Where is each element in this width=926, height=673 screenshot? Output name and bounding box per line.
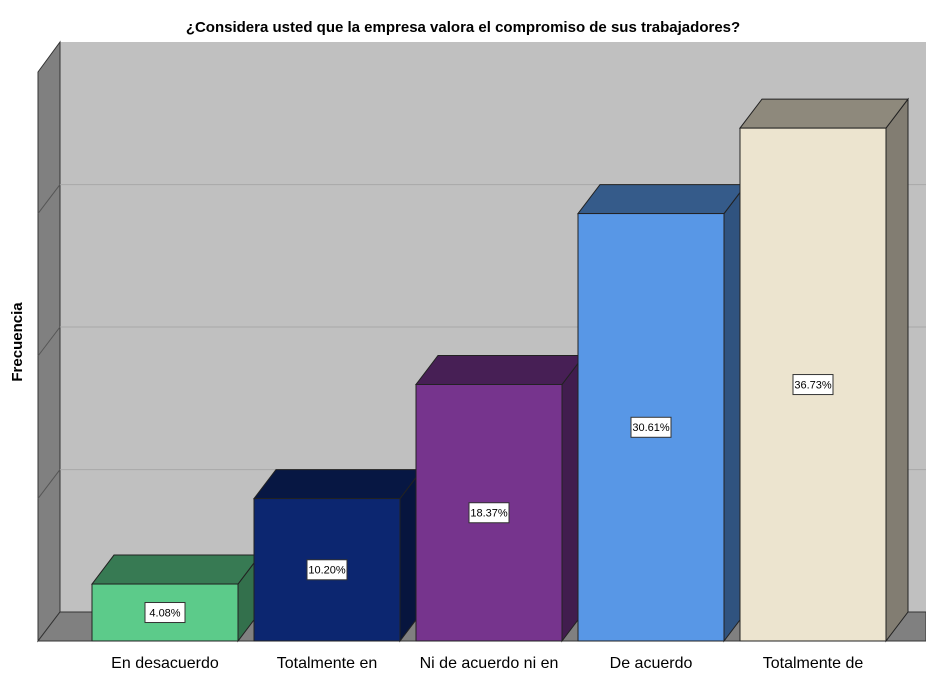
value-label: 4.08% xyxy=(149,607,180,619)
y-axis-label: Frecuencia xyxy=(9,302,26,382)
x-tick-label: Totalmente en xyxy=(277,655,378,672)
value-label-box xyxy=(306,559,348,581)
x-tick-label: Totalmente de xyxy=(763,655,864,672)
value-label-box xyxy=(468,502,510,524)
grid-line xyxy=(37,184,61,214)
x-tick-label: De acuerdo xyxy=(610,655,693,672)
value-label-box xyxy=(630,416,672,438)
bar-top xyxy=(738,98,910,129)
bar-top xyxy=(414,354,586,385)
value-label-box xyxy=(792,374,834,396)
value-label: 10.20% xyxy=(308,565,346,577)
bar-top xyxy=(90,554,262,585)
bar-top xyxy=(576,184,748,215)
value-label: 18.37% xyxy=(470,508,508,520)
bar-top xyxy=(252,469,424,500)
chart-title: ¿Considera usted que la empresa valora e… xyxy=(186,19,740,36)
value-label-box xyxy=(144,602,186,624)
bar-side xyxy=(885,97,909,643)
x-tick-label: Ni de acuerdo ni en xyxy=(420,655,559,672)
value-label: 30.61% xyxy=(632,422,670,434)
grid-line xyxy=(37,469,61,499)
grid-line xyxy=(37,326,61,357)
x-tick-label: En desacuerdo xyxy=(111,655,219,672)
value-label: 36.73% xyxy=(794,379,832,391)
